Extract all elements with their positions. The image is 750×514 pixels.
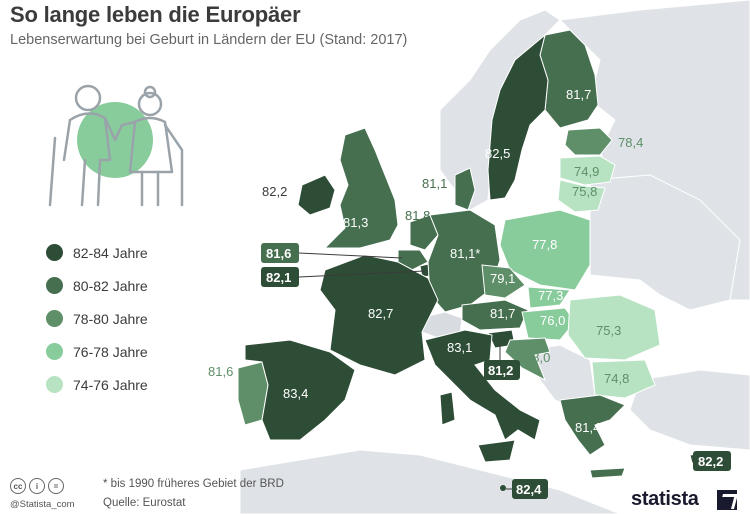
country-slowakei [527,286,571,309]
connector-belgien [298,252,403,259]
legend-item: 82-84 Jahre [46,236,148,269]
label-kroatien: 78,0 [525,350,550,365]
country-daenemark [454,167,476,211]
label-tschechien: 79,1 [490,271,515,286]
legend: 82-84 Jahre 80-82 Jahre 78-80 Jahre 76-7… [46,236,148,401]
label-grossbritannien: 81,3 [343,215,368,230]
badge-malta [512,479,548,499]
badge-belgien [261,243,299,263]
badge-luxemburg [261,267,299,287]
label-lettland: 74,9 [574,164,599,179]
label-oesterreich: 81,7 [490,306,515,321]
legend-label: 78-80 Jahre [73,310,148,327]
label-irland: 82,2 [262,184,287,199]
country-rumaenien [567,294,661,361]
connector-luxemburg [298,270,425,278]
country-tschechien [481,264,526,299]
nd-icon: = [48,478,64,494]
legend-label: 82-84 Jahre [73,244,148,261]
legend-item: 78-80 Jahre [46,302,148,335]
country-kreta [589,467,626,479]
legend-item: 74-76 Jahre [46,368,148,401]
country-polen [499,209,591,291]
label-deutschland: 81,1* [450,246,480,261]
by-icon: i [29,478,45,494]
legend-item: 80-82 Jahre [46,269,148,302]
chart-subtitle: Lebenserwartung bei Geburt in Ländern de… [10,32,408,48]
social-handle[interactable]: @Statista_com [10,499,75,510]
label-luxemburg: 82,1 [266,270,291,285]
label-polen: 77,8 [532,237,557,252]
country-deutschland [427,209,501,313]
country-ungarn [521,307,576,341]
country-bulgarien [591,359,656,399]
label-ungarn: 76,0 [540,313,565,328]
legend-swatch [46,244,63,261]
country-irland [297,174,336,216]
country-kroatien [504,337,551,382]
country-malta [500,485,506,491]
label-niederlande: 81,8 [405,208,430,223]
label-finnland: 81,7 [566,87,591,102]
legend-swatch [46,343,63,360]
land-ukraine-belarus [589,174,741,311]
country-frankreich [319,254,439,376]
legend-swatch [46,376,63,393]
label-slowenien: 81,2 [488,363,513,378]
country-grossbritannien [323,127,399,249]
cc-icon: cc [10,478,26,494]
source: Quelle: Eurostat [103,497,186,509]
license-icons[interactable]: cc i = [10,478,64,494]
country-sizilien [477,439,516,463]
label-estland: 78,4 [618,135,643,150]
legend-swatch [46,277,63,294]
country-niederlande [409,214,439,251]
elderly-couple-icon [48,84,184,207]
country-litauen [557,179,606,213]
label-italien: 83,1 [447,340,472,355]
country-schweden [487,33,549,201]
country-sardinien [439,391,456,426]
country-oesterreich [461,299,529,331]
land-turkey [629,369,750,451]
country-spanien [244,339,356,441]
label-portugal: 81,6 [208,364,233,379]
chart-title: So lange leben die Europäer [10,2,301,27]
country-italien [424,329,541,441]
country-griechenland [559,394,626,456]
legend-label: 80-82 Jahre [73,277,148,294]
country-lettland [559,155,616,186]
label-zypern: 82,2 [698,454,723,469]
label-frankreich: 82,7 [368,306,393,321]
label-litauen: 75,8 [572,184,597,199]
label-malta: 82,4 [516,482,542,497]
label-bulgarien: 74,8 [604,371,629,386]
legend-swatch [46,310,63,327]
badge-slowenien [484,360,520,380]
legend-item: 76-78 Jahre [46,335,148,368]
land-north-africa [239,449,621,514]
label-rumaenien: 75,3 [596,323,621,338]
statista-logo[interactable]: statista [631,488,699,510]
badge-zypern [693,451,731,471]
label-griechenland: 81,4 [575,420,600,435]
statista-logo-icon [717,490,737,510]
country-estland [564,127,613,156]
label-daenemark: 81,1 [422,176,447,191]
label-slowakei: 77,3 [538,288,563,303]
legend-label: 76-78 Jahre [73,343,148,360]
legend-label: 74-76 Jahre [73,376,148,393]
label-spanien: 83,4 [283,386,308,401]
footnote: * bis 1990 früheres Gebiet der BRD [103,478,284,490]
label-belgien: 81,6 [266,246,291,261]
label-schweden: 82,5 [485,146,510,161]
